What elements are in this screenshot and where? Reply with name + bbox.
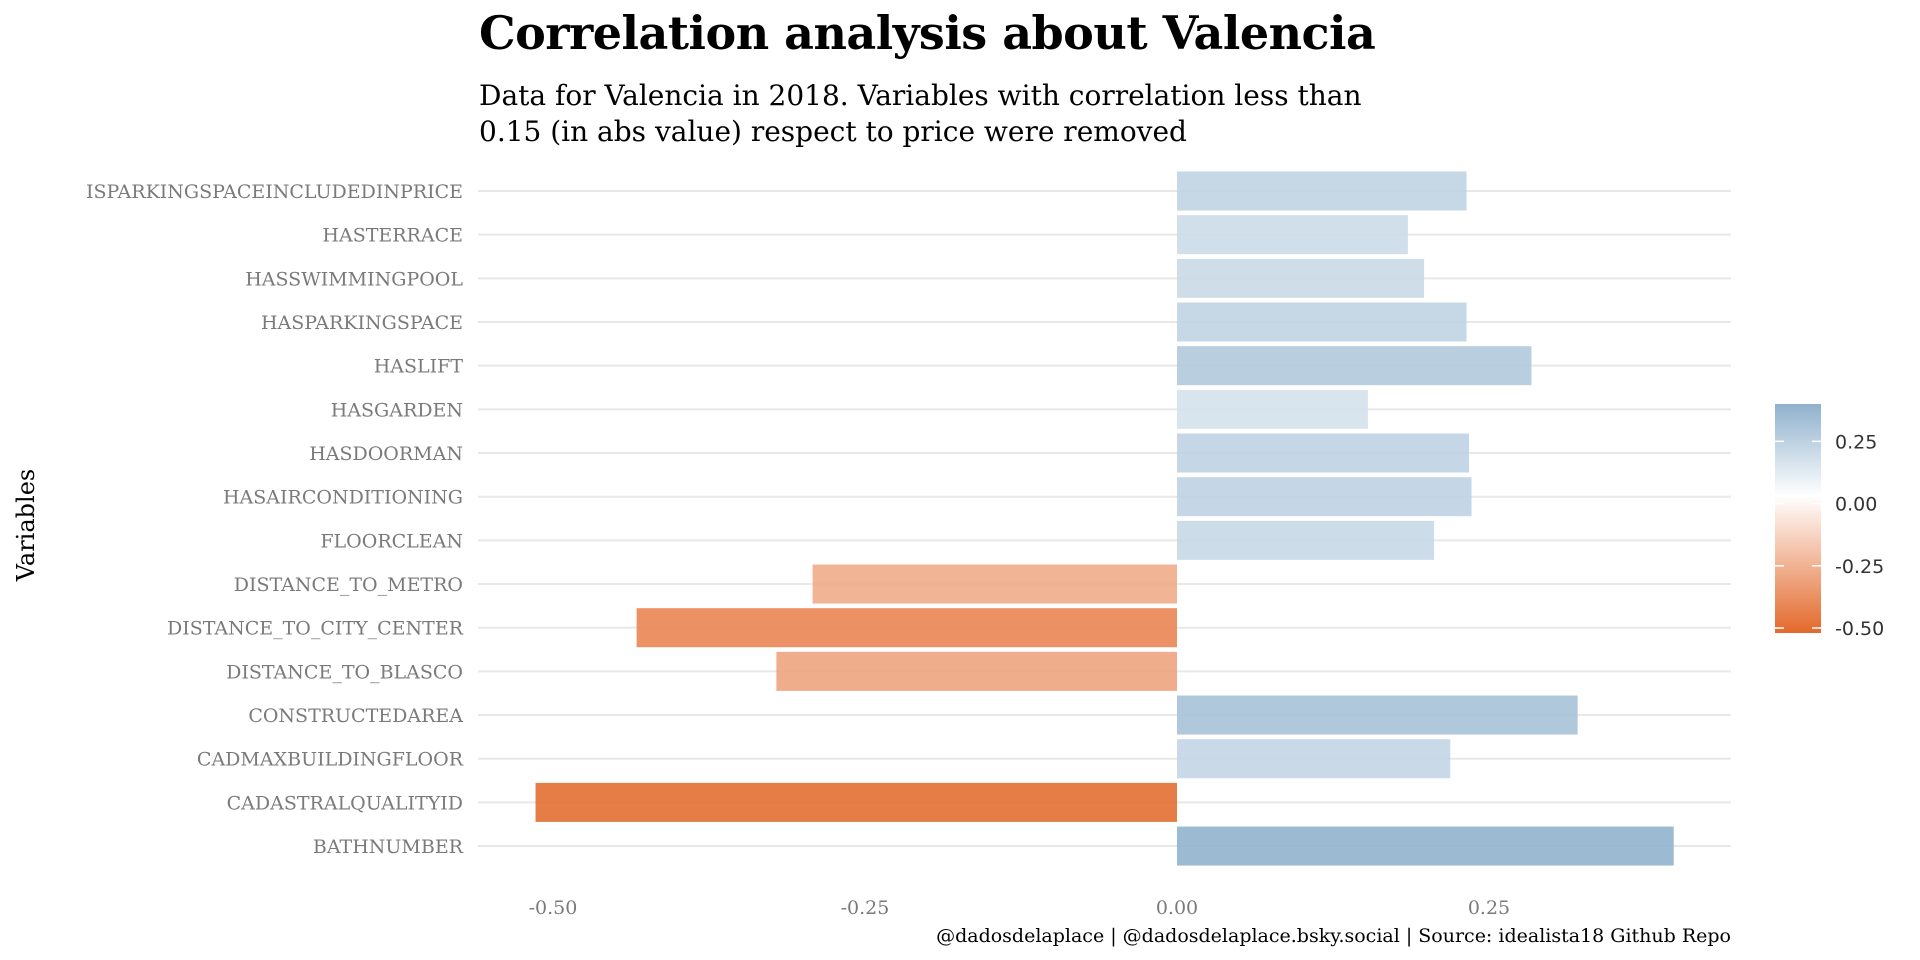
y-tick-label: HASAIRCONDITIONING: [223, 487, 463, 509]
subtitle-line-2: 0.15 (in abs value) respect to price wer…: [479, 115, 1187, 148]
legend-tick-label: 0.25: [1835, 431, 1877, 453]
y-tick-label: CADMAXBUILDINGFLOOR: [197, 749, 464, 771]
chart-subtitle: Data for Valencia in 2018. Variables wit…: [479, 78, 1499, 150]
bar-haslift: [1177, 346, 1532, 386]
bar-cadastralqualityid: [535, 782, 1177, 822]
subtitle-line-1: Data for Valencia in 2018. Variables wit…: [479, 79, 1362, 112]
y-tick-label: BATHNUMBER: [313, 836, 464, 858]
y-tick-label: HASGARDEN: [331, 399, 463, 421]
bar-distance-to-metro: [812, 564, 1177, 604]
y-tick-label: ISPARKINGSPACEINCLUDEDINPRICE: [86, 181, 463, 203]
y-tick-label: HASSWIMMINGPOOL: [245, 268, 463, 290]
bar-distance-to-city-center: [636, 608, 1177, 648]
bar-cadmaxbuildingfloor: [1177, 739, 1451, 779]
y-axis-labels: ISPARKINGSPACEINCLUDEDINPRICE HASTERRACE H…: [86, 181, 464, 858]
bar-hasswimmingpool: [1177, 258, 1425, 298]
bar-hasgarden: [1177, 389, 1368, 429]
bar-constructedarea: [1177, 695, 1578, 735]
y-tick-label: HASPARKINGSPACE: [261, 312, 463, 334]
x-tick-label: -0.50: [529, 897, 578, 919]
chart-caption: @dadosdelaplace | @dadosdelaplace.bsky.s…: [936, 925, 1731, 947]
bar-hasairconditioning: [1177, 477, 1472, 517]
x-axis-labels: -0.50 -0.25 0.00 0.25: [529, 897, 1511, 919]
color-legend: 0.25 0.00 -0.25 -0.50: [1775, 404, 1884, 640]
x-tick-label: 0.00: [1156, 897, 1198, 919]
bar-hasdoorman: [1177, 433, 1470, 473]
legend-color-bar: [1775, 404, 1821, 633]
bars: [535, 171, 1674, 866]
y-tick-label: DISTANCE_TO_METRO: [234, 574, 463, 596]
gridlines: [478, 190, 1731, 848]
legend-tick-label: 0.00: [1835, 494, 1877, 516]
y-tick-label: DISTANCE_TO_BLASCO: [226, 661, 463, 683]
y-tick-label: HASDOORMAN: [309, 443, 463, 465]
bar-hasparkingspace: [1177, 302, 1467, 342]
x-tick-label: 0.25: [1468, 897, 1510, 919]
y-tick-label: HASTERRACE: [322, 225, 463, 247]
bar-distance-to-blasco: [776, 651, 1177, 691]
bar-floorclean: [1177, 520, 1435, 560]
chart-title: Correlation analysis about Valencia: [479, 6, 1376, 60]
y-tick-label: CONSTRUCTEDAREA: [248, 705, 463, 727]
y-tick-label: FLOORCLEAN: [320, 530, 463, 552]
bar-hasterrace: [1177, 215, 1408, 255]
y-tick-label: HASLIFT: [374, 356, 464, 378]
y-tick-label: CADASTRALQUALITYID: [227, 792, 463, 814]
bar-bathnumber: [1177, 826, 1674, 866]
x-tick-label: -0.25: [841, 897, 890, 919]
y-tick-label: DISTANCE_TO_CITY_CENTER: [167, 618, 464, 640]
bar-isparkingspaceincludedinprice: [1177, 171, 1467, 211]
legend-tick-label: -0.25: [1835, 556, 1884, 578]
legend-tick-label: -0.50: [1835, 618, 1884, 640]
